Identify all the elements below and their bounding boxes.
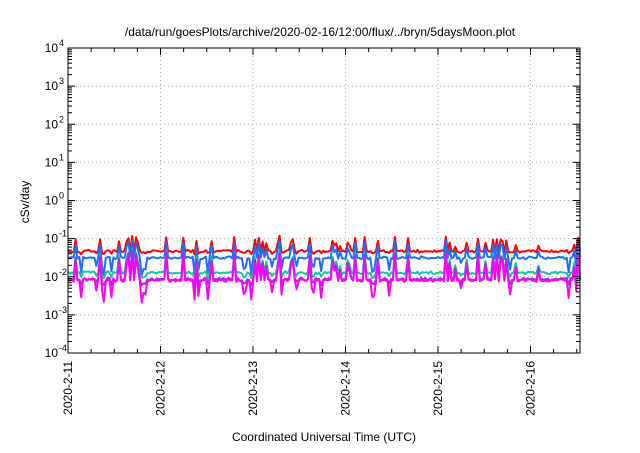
y-tick-label: 10 (45, 194, 59, 208)
grid (68, 48, 580, 353)
y-tick-label: 10 (45, 117, 59, 131)
x-tick-label: 2020-2-13 (246, 361, 260, 416)
series-line-2 (67, 239, 581, 277)
chart-title: /data/run/goesPlots/archive/2020-02-16/1… (125, 25, 516, 39)
y-tick-label: 10 (45, 79, 59, 93)
y-tick-exponent: -1 (59, 229, 67, 239)
y-tick-exponent: -4 (59, 343, 67, 353)
x-tick-label: 2020-2-14 (339, 361, 353, 416)
y-tick-exponent: -3 (59, 305, 67, 315)
y-tick-label: 10 (45, 155, 59, 169)
y-tick-label: 10 (45, 41, 59, 55)
x-tick-label: 2020-2-15 (431, 361, 445, 416)
x-tick-label: 2020-2-11 (61, 361, 75, 415)
x-tick-label: 2020-2-12 (154, 361, 168, 416)
y-tick-label: 10 (45, 270, 59, 284)
x-tick-label: 2020-2-16 (524, 361, 538, 416)
y-tick-exponent: 2 (59, 114, 64, 124)
y-tick-exponent: 1 (59, 152, 64, 162)
y-tick-exponent: 0 (59, 191, 64, 201)
y-tick-label: 10 (45, 346, 59, 360)
y-tick-exponent: -2 (59, 267, 67, 277)
y-axis-label: cSv/day (18, 181, 32, 224)
series-line-5 (67, 252, 581, 304)
y-tick-exponent: 3 (59, 76, 64, 86)
y-tick-label: 10 (45, 308, 59, 322)
y-tick-label: 10 (45, 232, 59, 246)
y-tick-exponent: 4 (59, 38, 64, 48)
series-group (67, 234, 581, 304)
x-axis-label: Coordinated Universal Time (UTC) (232, 430, 416, 444)
